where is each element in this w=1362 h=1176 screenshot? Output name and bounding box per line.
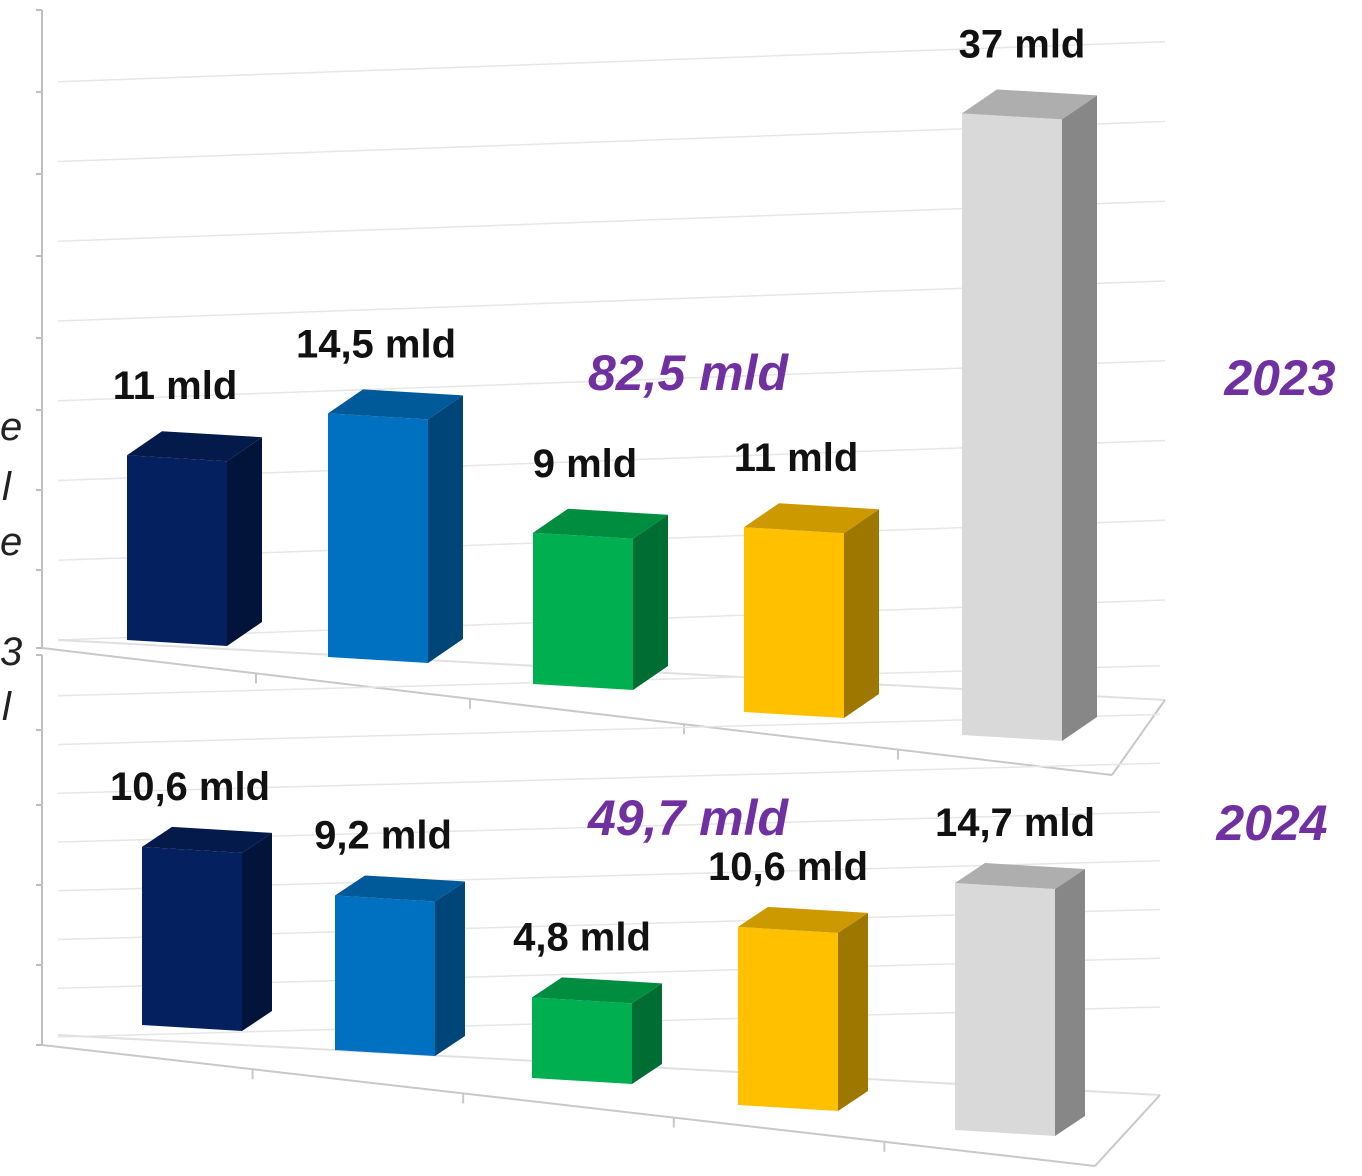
bar-side-face: [838, 912, 868, 1111]
chart-labels: 82,5 mld 49,7 mld 2023 2024 e l e 3 l 11…: [0, 22, 1336, 959]
chart-bars: [127, 89, 1097, 1136]
cut-off-text-2: l: [2, 465, 12, 509]
data-label-2024-5: 14,7 mld: [935, 801, 1095, 845]
bar-front-face: [738, 926, 838, 1111]
bar-2024-4: [738, 906, 868, 1111]
bar-front-face: [744, 527, 844, 718]
floor-front-edge: [41, 1044, 1096, 1167]
bar-side-face: [435, 881, 465, 1056]
bar-top-face: [962, 89, 1097, 120]
cut-off-text-1: e: [0, 405, 22, 449]
data-label-2023-3: 9 mld: [533, 442, 637, 486]
bar-side-face: [1062, 95, 1097, 741]
cut-off-text-5: l: [2, 685, 12, 729]
bar-top-face: [328, 389, 463, 420]
bar-2023-4: [744, 503, 879, 718]
bar-2023-1: [127, 431, 262, 646]
bar-2024-1: [142, 826, 272, 1031]
data-label-2023-1: 11 mld: [113, 364, 238, 408]
bar-top-face: [533, 508, 668, 539]
data-label-2024-1: 10,6 mld: [110, 765, 270, 809]
bar-front-face: [328, 413, 428, 663]
cut-off-text-3: e: [0, 520, 22, 564]
bar-2023-5: [962, 89, 1097, 741]
bar-2023-3: [533, 508, 668, 690]
gridline: [57, 41, 1166, 83]
bar-top-face: [955, 863, 1085, 890]
year-label-2023: 2023: [1223, 350, 1335, 406]
bar-front-face: [955, 883, 1055, 1136]
cut-off-text-4: 3: [0, 630, 22, 674]
bar-top-face: [744, 503, 879, 534]
bar-side-face: [633, 514, 668, 690]
bar-side-face: [227, 437, 262, 646]
bar-2024-2: [335, 875, 465, 1056]
bar-front-face: [142, 846, 242, 1031]
total-label-2024: 49,7 mld: [587, 790, 790, 846]
data-label-2023-5: 37 mld: [959, 22, 1086, 66]
year-label-2024: 2024: [1215, 795, 1327, 851]
bar-top-face: [532, 977, 662, 1004]
bar-2024-5: [955, 863, 1085, 1136]
bar-front-face: [533, 532, 633, 690]
bar-front-face: [532, 997, 632, 1084]
floor-front-edge: [41, 647, 1113, 776]
data-label-2024-2: 9,2 mld: [314, 813, 452, 857]
total-label-2023: 82,5 mld: [588, 345, 790, 401]
bar-top-face: [127, 431, 262, 462]
data-label-2024-4: 10,6 mld: [708, 845, 868, 889]
bar-top-face: [142, 826, 272, 853]
bar-side-face: [632, 983, 662, 1084]
bar-top-face: [335, 875, 465, 902]
bar-side-face: [428, 395, 463, 663]
bar-top-face: [738, 906, 868, 933]
data-label-2023-4: 11 mld: [734, 436, 859, 480]
bar-2023-2: [328, 389, 463, 663]
gridline: [57, 762, 1161, 794]
bar-side-face: [1055, 869, 1085, 1136]
data-label-2024-3: 4,8 mld: [513, 915, 651, 959]
bar-front-face: [335, 895, 435, 1056]
bar-side-face: [242, 832, 272, 1031]
bar-front-face: [962, 113, 1062, 741]
floor-side-edge: [1094, 1094, 1161, 1167]
floor-side-edge: [1111, 699, 1166, 776]
bar-front-face: [127, 455, 227, 646]
data-label-2023-2: 14,5 mld: [296, 322, 456, 366]
bar-2024-3: [532, 977, 662, 1084]
bar-side-face: [844, 509, 879, 718]
